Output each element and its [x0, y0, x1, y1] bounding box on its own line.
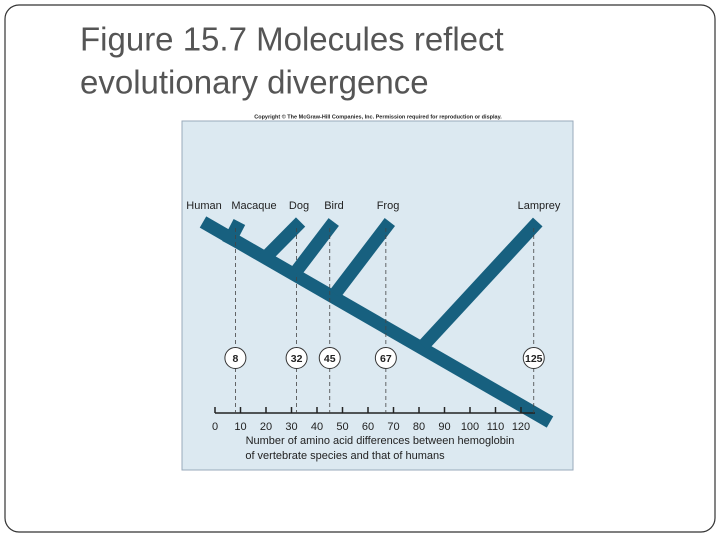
value-label: 45	[324, 353, 336, 365]
tick-label: 90	[438, 421, 450, 433]
tick-label: 40	[311, 421, 323, 433]
slide-title: Figure 15.7 Molecules reflect	[80, 21, 504, 58]
tick-label: 60	[362, 421, 374, 433]
branch	[222, 219, 246, 247]
branch	[260, 217, 306, 263]
value-label: 67	[380, 353, 392, 365]
taxon-name: Macaque	[231, 200, 276, 212]
value-label: 32	[291, 353, 303, 365]
branch	[418, 217, 543, 351]
value-circle	[224, 347, 247, 369]
value-circle	[522, 347, 545, 369]
figure-panel	[181, 120, 574, 471]
tick-label: 30	[285, 421, 297, 433]
value-circle	[285, 347, 308, 369]
value-label: 125	[525, 353, 543, 365]
tick-label: 80	[413, 421, 425, 433]
tick-label: 120	[512, 421, 530, 433]
tick-label: 20	[260, 421, 272, 433]
axis-label: of vertebrate species and that of humans	[245, 450, 445, 462]
value-circle	[318, 347, 341, 369]
copyright: Copyright © The McGraw-Hill Companies, I…	[254, 113, 502, 120]
tick-label: 110	[487, 421, 505, 433]
branch	[289, 218, 339, 277]
tick-label: 50	[336, 421, 348, 433]
axis-label: Number of amino acid differences between…	[246, 435, 515, 447]
value-circle	[374, 347, 397, 369]
slide-title: evolutionary divergence	[80, 64, 429, 101]
taxon-name: Frog	[377, 200, 400, 212]
tick-label: 70	[387, 421, 399, 433]
tick-label: 100	[461, 421, 479, 433]
trunk	[199, 216, 554, 428]
branch	[329, 218, 396, 298]
value-label: 8	[232, 353, 238, 365]
tick-label: 0	[212, 421, 218, 433]
taxon-name: Dog	[289, 200, 309, 212]
taxon-name: Bird	[324, 200, 344, 212]
tick-label: 10	[234, 421, 246, 433]
taxon-name: Human	[186, 200, 221, 212]
taxon-name: Lamprey	[518, 200, 561, 212]
